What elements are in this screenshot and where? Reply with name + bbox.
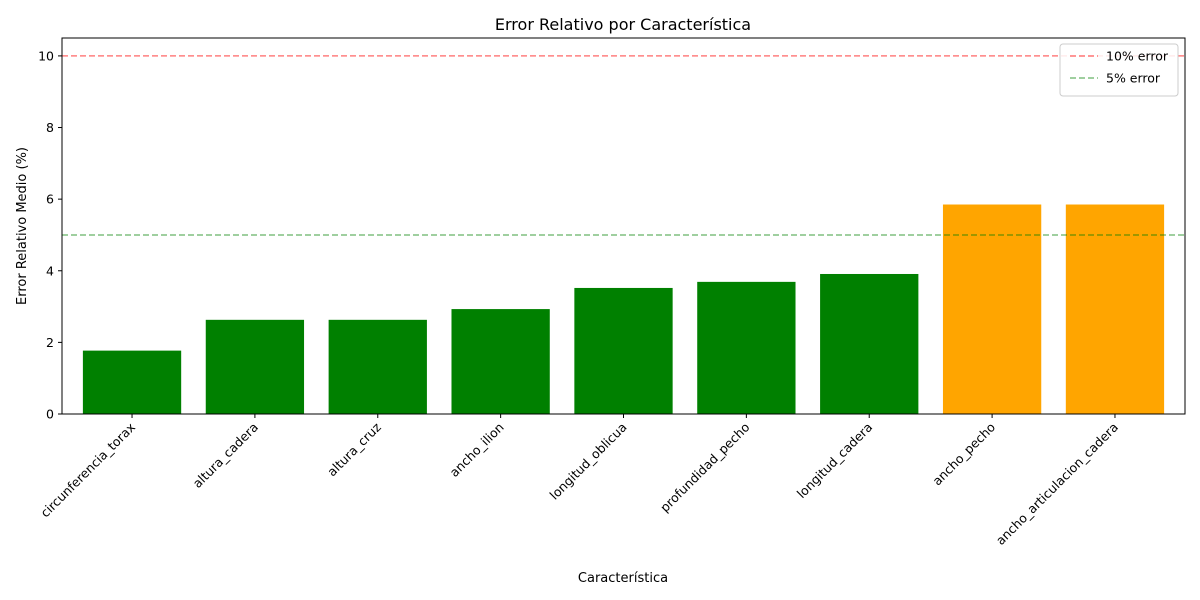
bar-altura_cruz — [328, 319, 427, 414]
x-tick-label: altura_cruz — [324, 419, 384, 479]
y-axis-label: Error Relativo Medio (%) — [15, 147, 30, 305]
x-tick-label: circunferencia_torax — [37, 420, 138, 521]
legend-label: 10% error — [1106, 49, 1169, 64]
legend-label: 5% error — [1106, 71, 1161, 86]
y-tick-label: 4 — [46, 263, 54, 278]
y-tick-label: 8 — [46, 120, 54, 135]
bar-altura_cadera — [205, 319, 305, 414]
bar-ancho_ilion — [451, 309, 550, 414]
bars-layer — [82, 204, 1165, 414]
legend-box — [1059, 43, 1179, 97]
x-tick-label: ancho_articulacion_cadera — [993, 420, 1121, 548]
x-tick-label: altura_cadera — [190, 420, 261, 491]
x-tick-label: ancho_pecho — [929, 420, 998, 489]
bar-longitud_oblicua — [574, 287, 673, 414]
x-tick-label: longitud_cadera — [794, 420, 876, 502]
bar-ancho_pecho — [942, 204, 1042, 414]
y-tick-label: 0 — [46, 407, 54, 422]
bar-circunferencia_torax — [82, 350, 182, 414]
x-axis-ticks: circunferencia_torax altura_cadera altura_… — [37, 414, 1121, 548]
y-tick-label: 10 — [38, 48, 54, 63]
y-tick-label: 6 — [46, 192, 54, 207]
bar-ancho_articulacion_cadera — [1065, 204, 1165, 414]
x-tick-label: profundidad_pecho — [657, 420, 752, 515]
legend: 10% error 5% error — [1059, 43, 1179, 97]
y-axis-ticks: 0 2 4 6 8 10 — [38, 48, 62, 422]
x-axis-label: Característica — [578, 571, 668, 586]
y-tick-label: 2 — [46, 335, 54, 350]
bar-profundidad_pecho — [697, 281, 796, 414]
x-tick-label: ancho_ilion — [446, 420, 506, 480]
reference-lines — [62, 55, 1185, 236]
chart-title: Error Relativo por Característica — [495, 15, 751, 34]
bar-longitud_cadera — [820, 273, 919, 414]
x-tick-label: longitud_oblicua — [547, 420, 630, 503]
